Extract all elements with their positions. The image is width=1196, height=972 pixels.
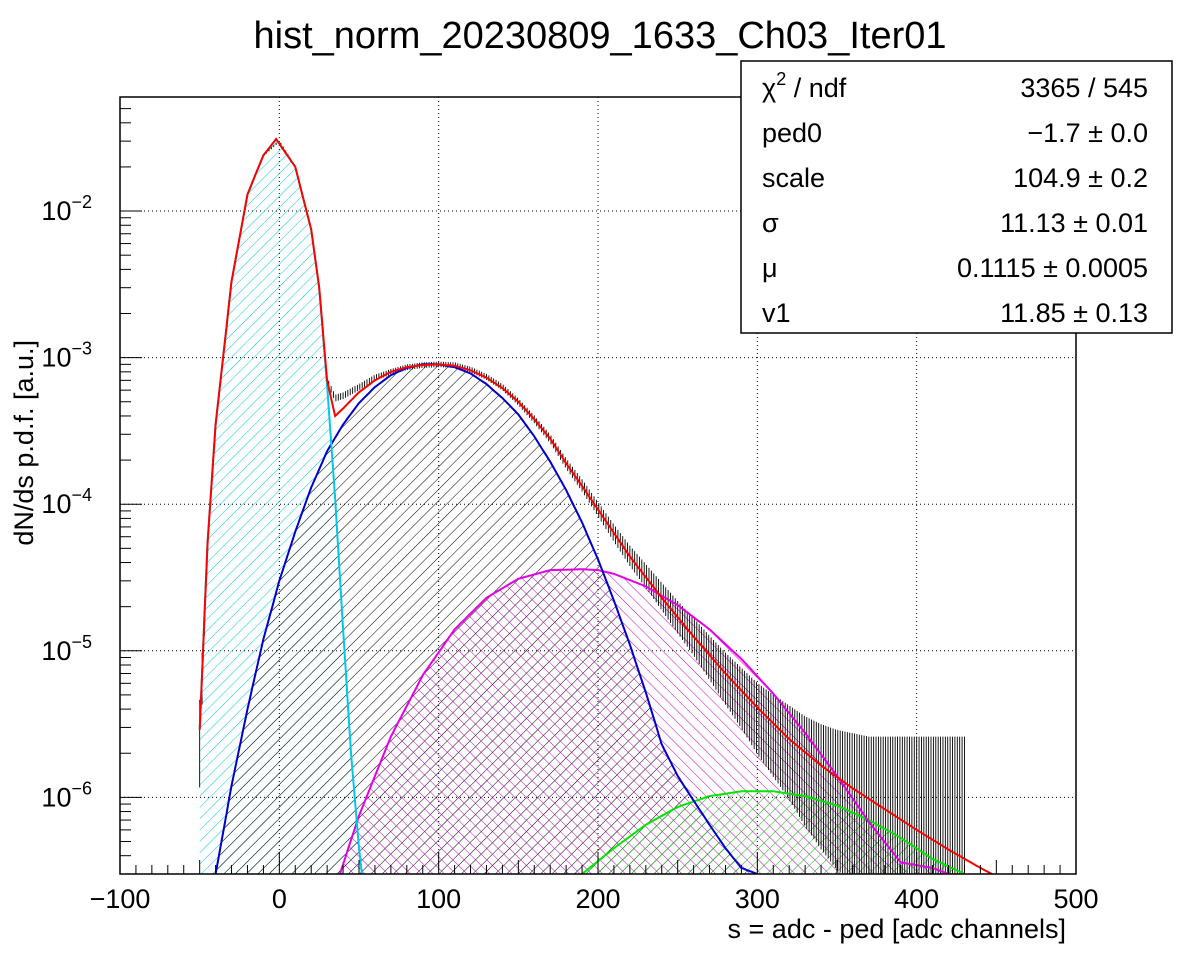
stats-value: −1.7 ± 0.0 bbox=[1027, 118, 1148, 148]
y-axis-label: dN/ds p.d.f. [a.u.] bbox=[9, 340, 39, 546]
x-tick-label: 100 bbox=[416, 884, 461, 914]
stats-value: 11.13 ± 0.01 bbox=[1000, 208, 1148, 238]
y-tick-label: 10−3 bbox=[41, 339, 92, 373]
stats-box-frame bbox=[740, 60, 1173, 334]
stats-value: 0.1115 ± 0.0005 bbox=[957, 253, 1148, 283]
x-axis-label: s = adc - ped [adc channels] bbox=[728, 914, 1066, 944]
stats-label: v1 bbox=[762, 298, 791, 328]
fit-curve bbox=[338, 568, 949, 874]
y-tick-label: 10−6 bbox=[41, 778, 92, 812]
fit-curve bbox=[581, 790, 965, 874]
fit-curves bbox=[198, 137, 994, 874]
fit-curve bbox=[198, 137, 994, 874]
y-tick-label: 10−2 bbox=[41, 192, 92, 226]
x-tick-label: 0 bbox=[272, 884, 287, 914]
stats-label: ped0 bbox=[762, 118, 822, 148]
x-axis: −100 0 100 200 300 400 500 bbox=[90, 852, 1099, 914]
x-tick-label: 400 bbox=[894, 884, 939, 914]
x-tick-label: −100 bbox=[90, 884, 151, 914]
stats-label: σ bbox=[762, 208, 779, 238]
y-tick-label: 10−5 bbox=[41, 632, 92, 666]
y-axis: 10−6 10−5 10−4 10−3 10−2 bbox=[41, 96, 142, 875]
x-tick-label: 200 bbox=[575, 884, 620, 914]
component-fills bbox=[199, 139, 965, 874]
stats-value: 104.9 ± 0.2 bbox=[1013, 163, 1148, 193]
chart-title: hist_norm_20230809_1633_Ch03_Iter01 bbox=[254, 15, 947, 57]
stats-value: 11.85 ± 0.13 bbox=[1000, 298, 1148, 328]
stats-label: scale bbox=[762, 163, 825, 193]
stats-label: χ2 / ndf bbox=[762, 69, 847, 103]
stats-box: χ2 / ndf 3365 / 545 ped0 −1.7 ± 0.0 scale 104… bbox=[740, 60, 1173, 334]
y-tick-label: 10−4 bbox=[41, 485, 92, 519]
x-tick-label: 300 bbox=[735, 884, 780, 914]
stats-label: μ bbox=[762, 253, 778, 283]
fit-curve bbox=[214, 363, 760, 874]
stats-value: 3365 / 545 bbox=[1020, 73, 1148, 103]
x-tick-label: 500 bbox=[1053, 884, 1098, 914]
